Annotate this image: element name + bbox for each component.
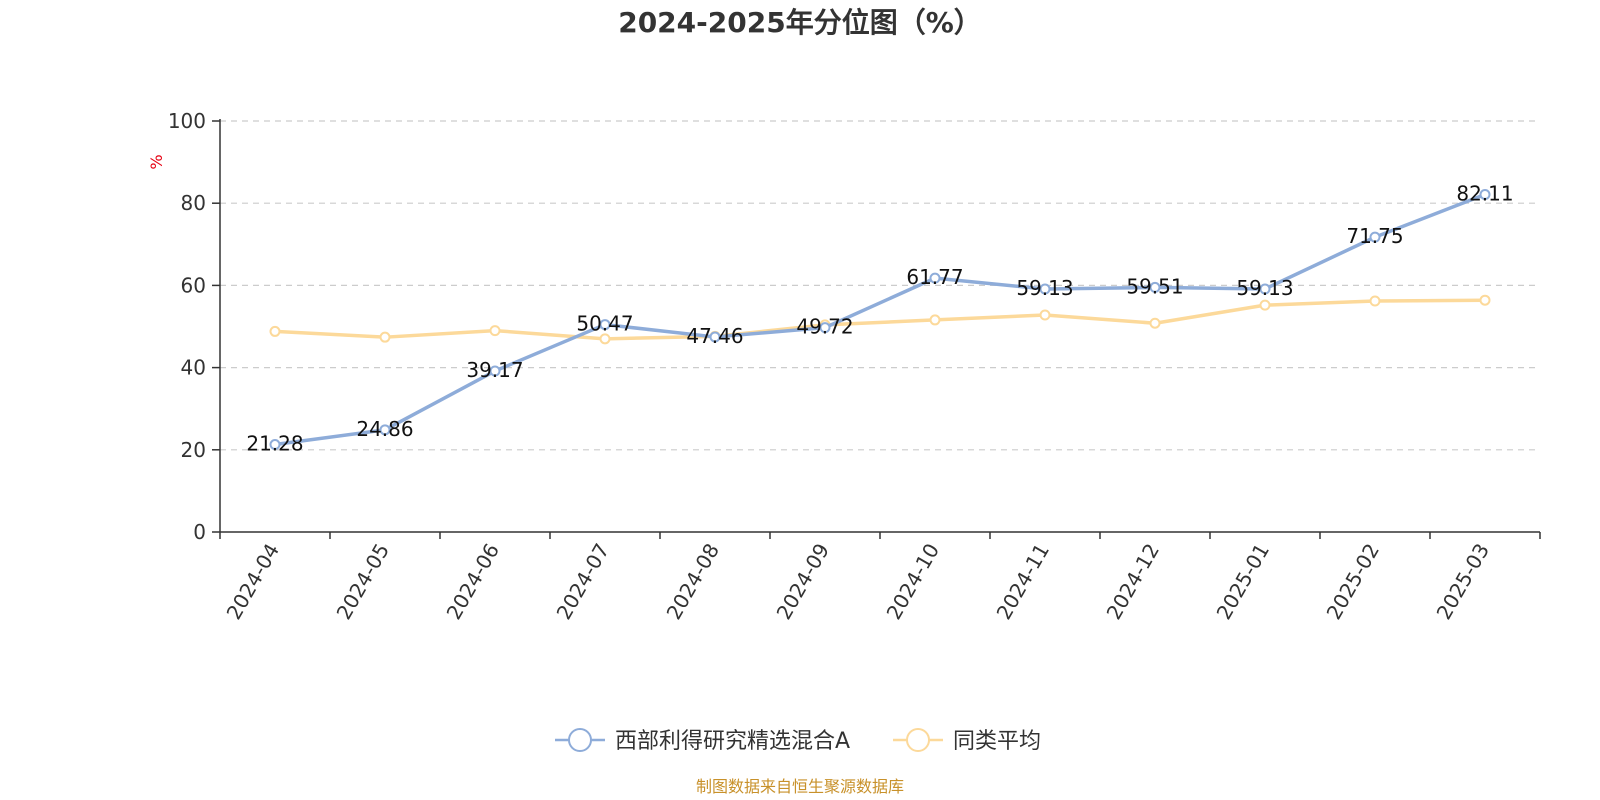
data-label: 39.17 bbox=[466, 358, 523, 382]
data-point bbox=[489, 325, 501, 337]
data-point bbox=[1149, 317, 1161, 329]
x-tick-label: 2024-05 bbox=[332, 539, 395, 623]
data-point bbox=[929, 314, 941, 326]
x-tick-label: 2024-04 bbox=[222, 539, 285, 623]
y-tick-label: 0 bbox=[193, 520, 206, 544]
x-tick-label: 2024-11 bbox=[992, 539, 1055, 623]
x-tick-label: 2025-01 bbox=[1212, 539, 1275, 623]
data-point bbox=[269, 325, 281, 337]
data-label: 82.11 bbox=[1456, 182, 1513, 206]
data-point bbox=[599, 319, 611, 331]
y-tick-label: 100 bbox=[168, 109, 206, 133]
x-tick-label: 2024-12 bbox=[1102, 539, 1165, 623]
data-labels: 21.28 24.86 39.17 50.47 47.46 49.72 61.77 59.13… bbox=[246, 182, 1513, 456]
data-point bbox=[1039, 309, 1051, 321]
data-point bbox=[489, 365, 501, 377]
data-label: 21.28 bbox=[246, 432, 303, 456]
data-point bbox=[1149, 281, 1161, 293]
x-tick-label: 2024-09 bbox=[772, 539, 835, 623]
data-point bbox=[1479, 189, 1491, 201]
series-line bbox=[274, 192, 1486, 447]
y-tick-label: 40 bbox=[181, 356, 206, 380]
y-tick-label: 60 bbox=[181, 273, 206, 297]
data-point bbox=[599, 333, 611, 345]
data-label: 59.13 bbox=[1016, 276, 1073, 300]
series-line bbox=[274, 298, 1486, 341]
data-label: 50.47 bbox=[576, 312, 633, 336]
legend-label: 同类平均 bbox=[953, 729, 1041, 754]
grid-lines bbox=[220, 120, 1540, 451]
data-point bbox=[1479, 294, 1491, 306]
data-point bbox=[1259, 283, 1271, 295]
data-point bbox=[269, 439, 281, 451]
legend-label: 西部利得研究精选混合A bbox=[615, 729, 850, 754]
data-point bbox=[379, 424, 391, 436]
data-point bbox=[379, 331, 391, 343]
data-label: 61.77 bbox=[906, 265, 963, 289]
data-source-note: 制图数据来自恒生聚源数据库 bbox=[696, 777, 904, 796]
x-tick-label: 2024-08 bbox=[662, 539, 725, 623]
legend-marker bbox=[906, 728, 930, 752]
legend-item[interactable]: 同类平均 bbox=[893, 728, 1041, 754]
legend: 西部利得研究精选混合A 同类平均 bbox=[555, 728, 1041, 754]
data-label: 49.72 bbox=[796, 315, 853, 339]
data-label: 59.51 bbox=[1126, 274, 1183, 298]
legend-item[interactable]: 西部利得研究精选混合A bbox=[555, 728, 850, 754]
axes: 0 20 40 60 80 100 2024-04 2024-05 2024-06 2024-07… bbox=[168, 109, 1541, 624]
data-point bbox=[1039, 283, 1051, 295]
data-label: 71.75 bbox=[1346, 224, 1403, 248]
data-label: 47.46 bbox=[686, 324, 743, 348]
x-tick-label: 2025-03 bbox=[1432, 539, 1495, 623]
data-point bbox=[1369, 295, 1381, 307]
x-tick-label: 2025-02 bbox=[1322, 539, 1385, 623]
chart-title: 2024-2025年分位图（%） bbox=[618, 6, 982, 39]
x-tick-label: 2024-07 bbox=[552, 539, 615, 623]
data-point bbox=[819, 322, 831, 334]
series-lines bbox=[269, 189, 1491, 451]
data-point bbox=[1259, 299, 1271, 311]
y-tick-label: 80 bbox=[181, 191, 206, 215]
y-tick-label: 20 bbox=[181, 438, 206, 462]
legend-marker bbox=[568, 728, 592, 752]
x-tick-label: 2024-06 bbox=[442, 539, 505, 623]
data-point bbox=[709, 331, 721, 343]
y-axis-unit: % bbox=[147, 154, 166, 169]
data-point bbox=[1369, 231, 1381, 243]
data-label: 24.86 bbox=[356, 417, 413, 441]
data-label: 59.13 bbox=[1236, 276, 1293, 300]
data-point bbox=[929, 272, 941, 284]
x-tick-label: 2024-10 bbox=[882, 539, 945, 623]
